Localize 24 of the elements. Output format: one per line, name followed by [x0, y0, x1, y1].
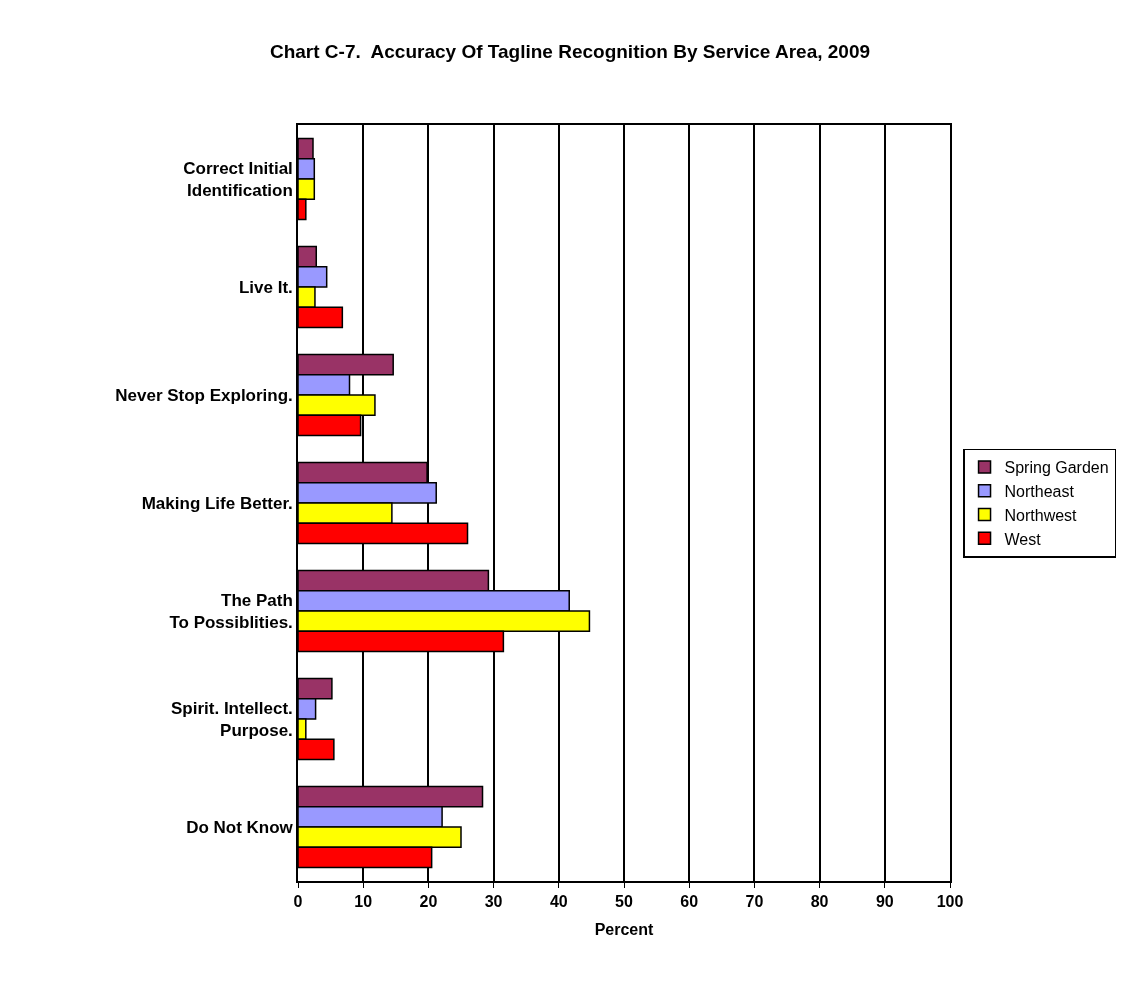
x-tick-label: 90: [875, 892, 894, 910]
legend-label: Northeast: [1004, 482, 1075, 500]
x-tick-label: 80: [810, 892, 829, 910]
y-tick-label: Never Stop Exploring.: [115, 385, 293, 405]
x-tick-label: 60: [680, 892, 699, 910]
x-tick-label: 40: [549, 892, 568, 910]
x-tick-label: 30: [484, 892, 503, 910]
y-tick-label: Making Life Better.: [141, 493, 293, 513]
chart-title: Chart C-7. Accuracy Of Tagline Recognition By Service Area, 2009: [269, 41, 871, 63]
legend-label: West: [1004, 530, 1042, 548]
y-tick-label: The Path To Possiblities.: [169, 590, 293, 632]
legend-label: Northwest: [1004, 506, 1078, 524]
x-tick-label: 0: [293, 892, 303, 910]
x-tick-label: 50: [615, 892, 633, 910]
legend-label: Spring Garden: [1004, 459, 1109, 477]
y-tick-label: Correct Initial Identification: [183, 158, 293, 200]
y-tick-label: Spirit. Intellect. Purpose.: [170, 698, 293, 740]
x-tick-label: 100: [936, 892, 964, 910]
x-tick-label: 10: [354, 892, 373, 910]
x-tick-label: 70: [745, 892, 764, 910]
y-tick-label: Live It.: [238, 277, 293, 297]
y-tick-label: Do Not Know: [186, 817, 294, 837]
x-axis-title: Percent: [594, 921, 655, 939]
x-tick-label: 20: [419, 892, 438, 910]
